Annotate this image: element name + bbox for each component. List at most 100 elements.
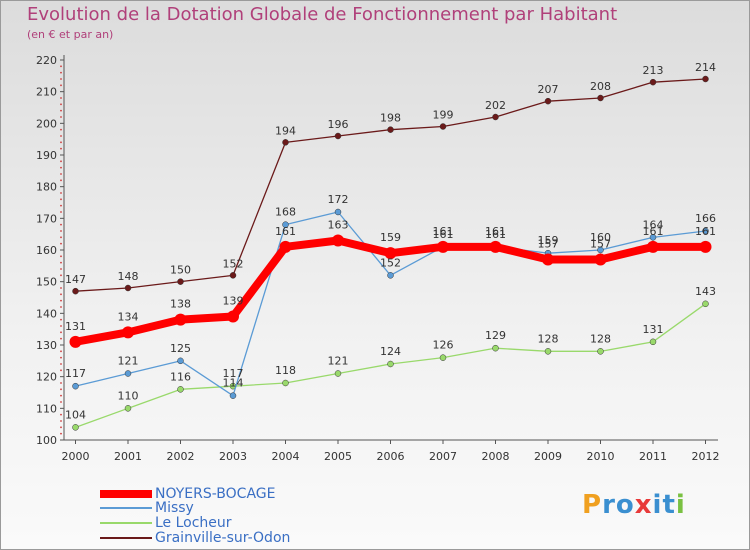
- data-label-le-locheur: 110: [118, 389, 139, 402]
- proxiti-logo: Proxiti: [582, 490, 686, 520]
- x-tick-label: 2000: [62, 450, 90, 463]
- data-label-missy: 152: [380, 256, 401, 269]
- data-label-missy: 160: [590, 231, 611, 244]
- data-point-missy: [282, 221, 289, 228]
- y-minor-tick: [60, 71, 62, 74]
- y-minor-tick: [60, 306, 62, 308]
- data-label-le-locheur: 143: [695, 285, 716, 298]
- data-label-grainville-sur-odon: 152: [223, 257, 244, 270]
- data-point-grainville-sur-odon: [282, 139, 289, 146]
- data-label-grainville-sur-odon: 198: [380, 112, 401, 125]
- y-minor-tick: [60, 420, 62, 422]
- data-label-le-locheur: 124: [380, 345, 401, 358]
- logo-letter: o: [615, 490, 635, 520]
- y-minor-tick: [60, 388, 62, 391]
- data-point-noyers-bocage: [542, 253, 554, 266]
- data-point-noyers-bocage: [437, 240, 449, 253]
- data-label-noyers-bocage: 161: [695, 225, 716, 238]
- data-point-le-locheur: [177, 386, 184, 393]
- legend-label: NOYERS-BOCAGE: [155, 486, 276, 502]
- data-label-grainville-sur-odon: 202: [485, 99, 506, 112]
- data-label-missy: 125: [170, 342, 191, 355]
- data-point-le-locheur: [124, 405, 132, 412]
- data-label-noyers-bocage: 131: [65, 320, 86, 333]
- data-point-noyers-bocage: [384, 247, 397, 260]
- data-point-missy: [387, 272, 394, 279]
- y-minor-tick: [60, 109, 62, 112]
- logo-letter: t: [662, 490, 676, 520]
- y-minor-tick: [60, 230, 62, 232]
- data-label-missy: 159: [538, 234, 559, 247]
- data-point-grainville-sur-odon: [177, 278, 184, 285]
- y-minor-tick: [60, 78, 62, 80]
- x-tick-label: 2005: [324, 450, 352, 463]
- data-point-noyers-bocage: [647, 240, 659, 253]
- data-point-missy: [229, 392, 237, 399]
- y-minor-tick: [60, 223, 62, 226]
- data-point-le-locheur: [387, 360, 394, 368]
- data-point-grainville-sur-odon: [702, 75, 709, 83]
- y-minor-tick: [60, 318, 62, 321]
- y-tick-label: 210: [36, 86, 57, 99]
- y-minor-tick: [60, 97, 62, 99]
- data-point-noyers-bocage: [489, 240, 502, 253]
- y-minor-tick: [60, 116, 62, 118]
- data-label-le-locheur: 104: [65, 408, 86, 421]
- y-tick-label: 130: [36, 339, 57, 352]
- y-tick-label: 220: [36, 54, 57, 67]
- data-point-le-locheur: [282, 379, 289, 387]
- data-point-missy: [124, 370, 132, 377]
- data-label-grainville-sur-odon: 207: [538, 83, 559, 96]
- y-minor-tick: [60, 179, 62, 182]
- y-tick-label: 140: [36, 307, 57, 320]
- y-minor-tick: [60, 299, 62, 302]
- y-tick-label: 180: [36, 181, 57, 194]
- data-point-le-locheur: [439, 354, 447, 361]
- data-label-le-locheur: 128: [590, 332, 611, 345]
- data-point-missy: [649, 234, 657, 241]
- data-point-grainville-sur-odon: [334, 132, 342, 140]
- data-label-le-locheur: 118: [275, 364, 296, 377]
- data-label-grainville-sur-odon: 148: [118, 270, 139, 283]
- data-label-noyers-bocage: 138: [170, 298, 191, 311]
- data-label-grainville-sur-odon: 150: [170, 264, 191, 277]
- data-label-grainville-sur-odon: 214: [695, 61, 716, 74]
- y-minor-tick: [60, 135, 62, 137]
- y-tick-label: 190: [36, 149, 57, 162]
- data-point-noyers-bocage: [69, 335, 82, 348]
- data-point-grainville-sur-odon: [492, 113, 499, 121]
- y-minor-tick: [60, 141, 62, 144]
- data-point-missy: [597, 246, 604, 254]
- data-label-missy: 114: [223, 377, 244, 390]
- legend-item-le-locheur: Le Locheur: [100, 515, 232, 531]
- data-point-le-locheur: [72, 424, 79, 431]
- data-label-le-locheur: 131: [643, 323, 664, 336]
- y-minor-tick: [60, 103, 62, 106]
- x-tick-label: 2004: [272, 450, 300, 463]
- data-label-missy: 166: [695, 212, 716, 225]
- y-minor-tick: [60, 287, 62, 289]
- data-label-noyers-bocage: 163: [328, 219, 349, 232]
- data-point-grainville-sur-odon: [124, 284, 132, 292]
- y-minor-tick: [60, 325, 62, 327]
- chart-title: Evolution de la Dotation Globale de Fonc…: [27, 4, 618, 25]
- data-label-noyers-bocage: 161: [643, 225, 664, 238]
- data-point-noyers-bocage: [174, 313, 187, 326]
- y-minor-tick: [60, 274, 62, 277]
- data-label-grainville-sur-odon: 194: [275, 124, 296, 137]
- y-minor-tick: [60, 331, 62, 334]
- x-tick-label: 2011: [639, 450, 667, 463]
- y-minor-tick: [60, 198, 62, 201]
- data-label-le-locheur: 117: [223, 367, 244, 380]
- data-point-noyers-bocage: [227, 310, 239, 323]
- data-label-noyers-bocage: 134: [118, 310, 139, 323]
- y-minor-tick: [60, 413, 62, 416]
- data-point-noyers-bocage: [699, 240, 712, 253]
- legend-swatch: [100, 522, 152, 524]
- y-minor-tick: [60, 242, 62, 245]
- data-point-le-locheur: [492, 344, 499, 352]
- legend-item-grainville-sur-odon: Grainville-sur-Odon: [100, 530, 290, 546]
- data-label-le-locheur: 121: [328, 355, 349, 368]
- data-label-missy: 168: [275, 206, 296, 219]
